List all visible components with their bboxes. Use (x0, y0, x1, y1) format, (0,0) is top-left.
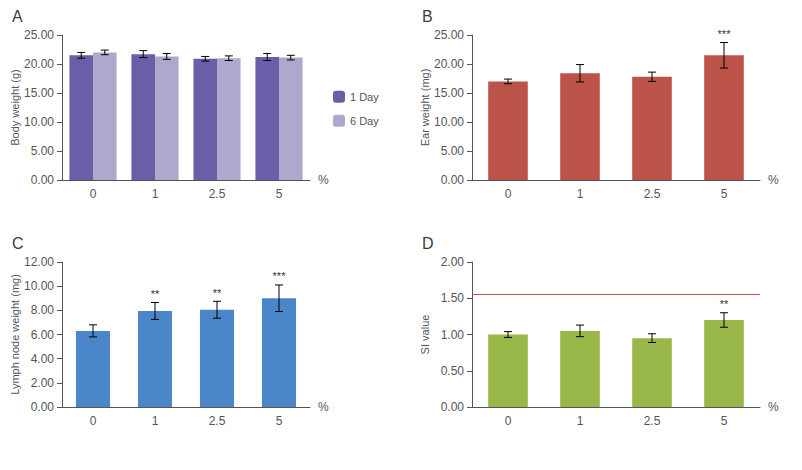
svg-text:2.5: 2.5 (209, 414, 226, 428)
svg-text:5.00: 5.00 (31, 144, 55, 158)
svg-text:5: 5 (276, 414, 283, 428)
svg-text:***: *** (273, 270, 287, 282)
svg-text:20.00: 20.00 (24, 57, 54, 71)
svg-text:8.00: 8.00 (31, 303, 55, 317)
svg-text:10.00: 10.00 (24, 279, 54, 293)
svg-text:0.00: 0.00 (441, 400, 465, 414)
svg-text:A: A (12, 8, 23, 25)
svg-text:1.50: 1.50 (441, 291, 465, 305)
svg-text:5.00: 5.00 (441, 144, 465, 158)
svg-text:**: ** (151, 288, 160, 300)
svg-text:12.00: 12.00 (24, 255, 54, 269)
svg-text:%: % (318, 173, 329, 187)
svg-text:D: D (422, 235, 434, 252)
svg-text:5: 5 (276, 187, 283, 201)
svg-text:**: ** (213, 287, 222, 299)
svg-text:6.00: 6.00 (31, 328, 55, 342)
svg-text:0.50: 0.50 (441, 364, 465, 378)
svg-text:1: 1 (152, 414, 159, 428)
svg-text:15.00: 15.00 (434, 86, 464, 100)
svg-text:25.00: 25.00 (434, 28, 464, 42)
svg-text:B: B (422, 8, 433, 25)
svg-text:Ear weight (mg): Ear weight (mg) (419, 69, 431, 147)
svg-text:1: 1 (152, 187, 159, 201)
svg-text:1: 1 (577, 187, 584, 201)
svg-text:***: *** (718, 28, 732, 40)
svg-text:0.00: 0.00 (31, 173, 55, 187)
svg-text:4.00: 4.00 (31, 352, 55, 366)
svg-text:0: 0 (505, 414, 512, 428)
svg-text:0: 0 (90, 187, 97, 201)
svg-text:2.5: 2.5 (644, 414, 661, 428)
svg-text:2.5: 2.5 (209, 187, 226, 201)
svg-text:10.00: 10.00 (24, 115, 54, 129)
svg-text:15.00: 15.00 (24, 86, 54, 100)
svg-text:%: % (768, 173, 779, 187)
svg-text:2.00: 2.00 (441, 255, 465, 269)
svg-text:Body weight (g): Body weight (g) (9, 69, 21, 145)
svg-text:10.00: 10.00 (434, 115, 464, 129)
svg-text:1 Day: 1 Day (350, 91, 379, 103)
svg-text:5: 5 (721, 187, 728, 201)
svg-text:0: 0 (90, 414, 97, 428)
svg-text:6 Day: 6 Day (350, 115, 379, 127)
svg-text:%: % (318, 400, 329, 414)
svg-text:0: 0 (505, 187, 512, 201)
svg-text:2.00: 2.00 (31, 376, 55, 390)
svg-text:**: ** (720, 298, 729, 310)
svg-text:SI value: SI value (419, 315, 431, 355)
svg-text:0.00: 0.00 (31, 400, 55, 414)
svg-text:25.00: 25.00 (24, 28, 54, 42)
svg-text:20.00: 20.00 (434, 57, 464, 71)
svg-text:2.5: 2.5 (644, 187, 661, 201)
svg-text:0.00: 0.00 (441, 173, 465, 187)
svg-text:5: 5 (721, 414, 728, 428)
svg-text:Lymph node weight (mg): Lymph node weight (mg) (9, 274, 21, 395)
svg-text:1: 1 (577, 414, 584, 428)
svg-text:1.00: 1.00 (441, 328, 465, 342)
svg-text:%: % (768, 400, 779, 414)
svg-text:C: C (12, 235, 24, 252)
